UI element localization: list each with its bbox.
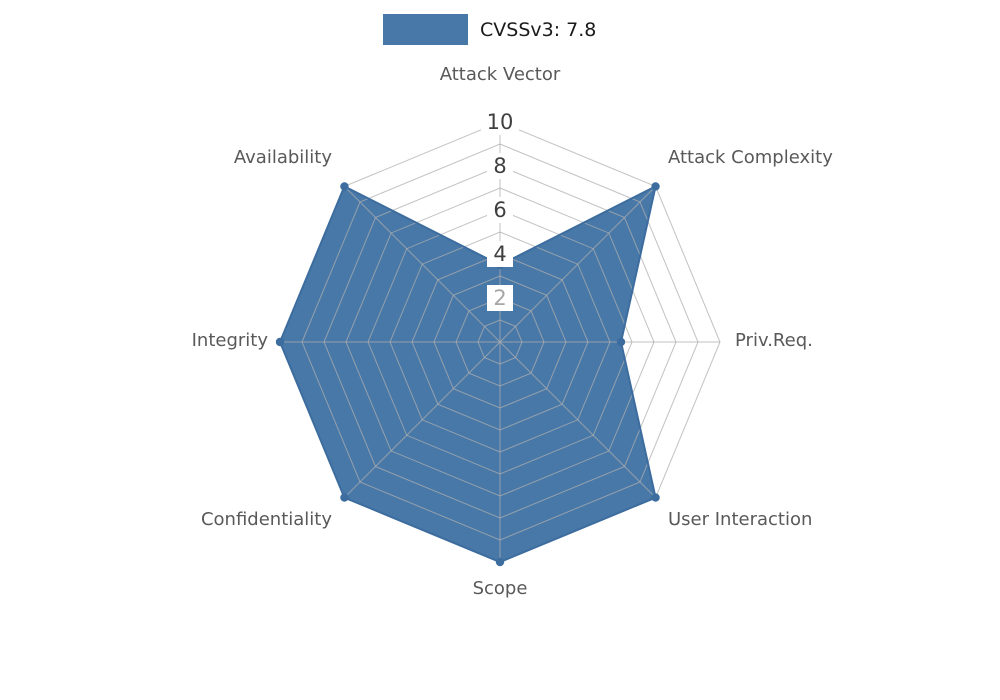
tick-label: 4	[493, 242, 506, 266]
legend-swatch	[383, 14, 468, 45]
radar-vertex-dot	[340, 182, 349, 191]
legend: CVSSv3: 7.8	[383, 14, 596, 45]
tick-label: 8	[493, 154, 506, 178]
axis-label-user-interaction: User Interaction	[668, 509, 812, 530]
grid-spoke	[499, 186, 656, 343]
radar-vertex-dot	[651, 182, 660, 191]
grid-spoke	[499, 341, 656, 498]
axis-label-priv-req: Priv.Req.	[735, 330, 813, 351]
tick-label: 2	[493, 286, 506, 310]
axis-label-attack-complexity: Attack Complexity	[668, 147, 833, 168]
radar-vertex-dot	[495, 557, 505, 567]
tick-box	[487, 241, 513, 267]
axis-label-availability: Availability	[234, 147, 332, 168]
axis-label-scope: Scope	[473, 578, 528, 599]
tick-box	[487, 153, 513, 179]
tick-box	[481, 109, 519, 135]
axis-label-integrity: Integrity	[192, 330, 269, 351]
tick-label: 10	[487, 110, 514, 134]
radar-vertex-dot	[651, 493, 660, 502]
legend-label: CVSSv3: 7.8	[480, 18, 597, 41]
radar-vertex-dot	[275, 337, 285, 347]
axis-label-attack-vector: Attack Vector	[440, 64, 561, 85]
radar-vertex-dot	[616, 337, 626, 347]
tick-box	[487, 197, 513, 223]
tick-label: 6	[493, 198, 506, 222]
tick-box	[487, 285, 513, 311]
axis-label-confidentiality: Confidentiality	[201, 509, 332, 530]
grid-spoke	[344, 186, 501, 343]
grid-spoke	[344, 341, 501, 498]
radar-vertex-dot	[340, 493, 349, 502]
